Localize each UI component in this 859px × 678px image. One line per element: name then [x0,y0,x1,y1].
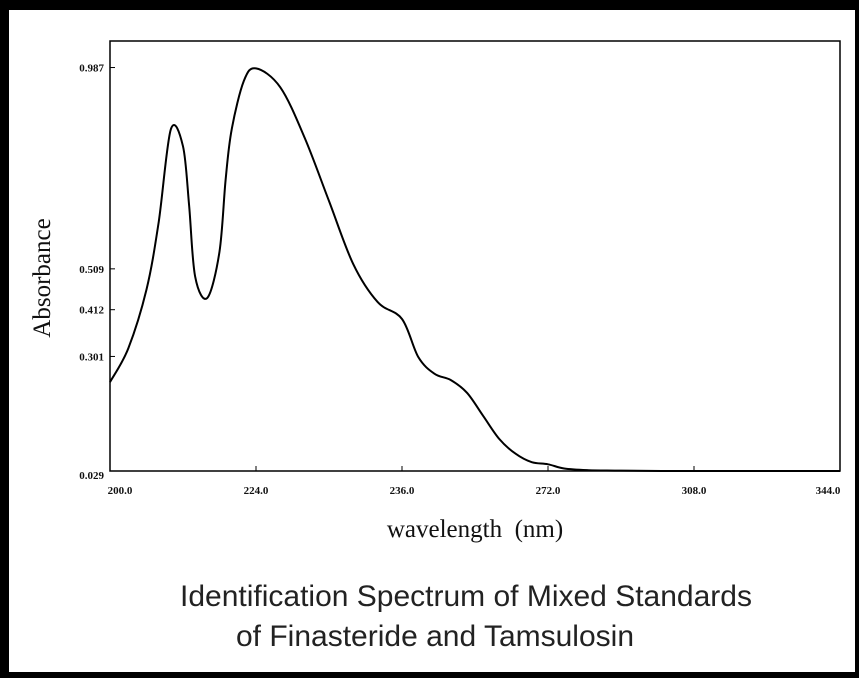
chart-subtitle: of Finasteride and Tamsulosin [236,620,634,653]
plot-area [109,40,841,472]
y-tick-label: 0.412 [79,305,104,317]
x-ticks: 200.0 224.0 236.0 272.0 308.0 344.0 [108,466,841,497]
x-tick-label: 344.0 [816,485,841,497]
x-tick-label: 272.0 [536,485,561,497]
x-tick-label: 308.0 [682,485,707,497]
x-axis-label: wavelength (nm) [387,516,563,543]
y-tick-label: 0.509 [79,264,104,276]
spectrum-line [109,67,840,473]
y-tick-label: 0.301 [79,351,104,363]
y-axis-label: Absorbance [29,218,56,337]
y-tick-label: 0.987 [79,63,104,75]
y-ticks: 0.987 0.509 0.412 0.301 0.029 [79,63,115,482]
y-tick-label: 0.029 [79,470,104,482]
x-tick-label: 200.0 [108,485,133,497]
x-tick-label: 236.0 [390,485,415,497]
chart-title: Identification Spectrum of Mixed Standar… [180,580,752,613]
x-tick-label: 224.0 [244,485,269,497]
